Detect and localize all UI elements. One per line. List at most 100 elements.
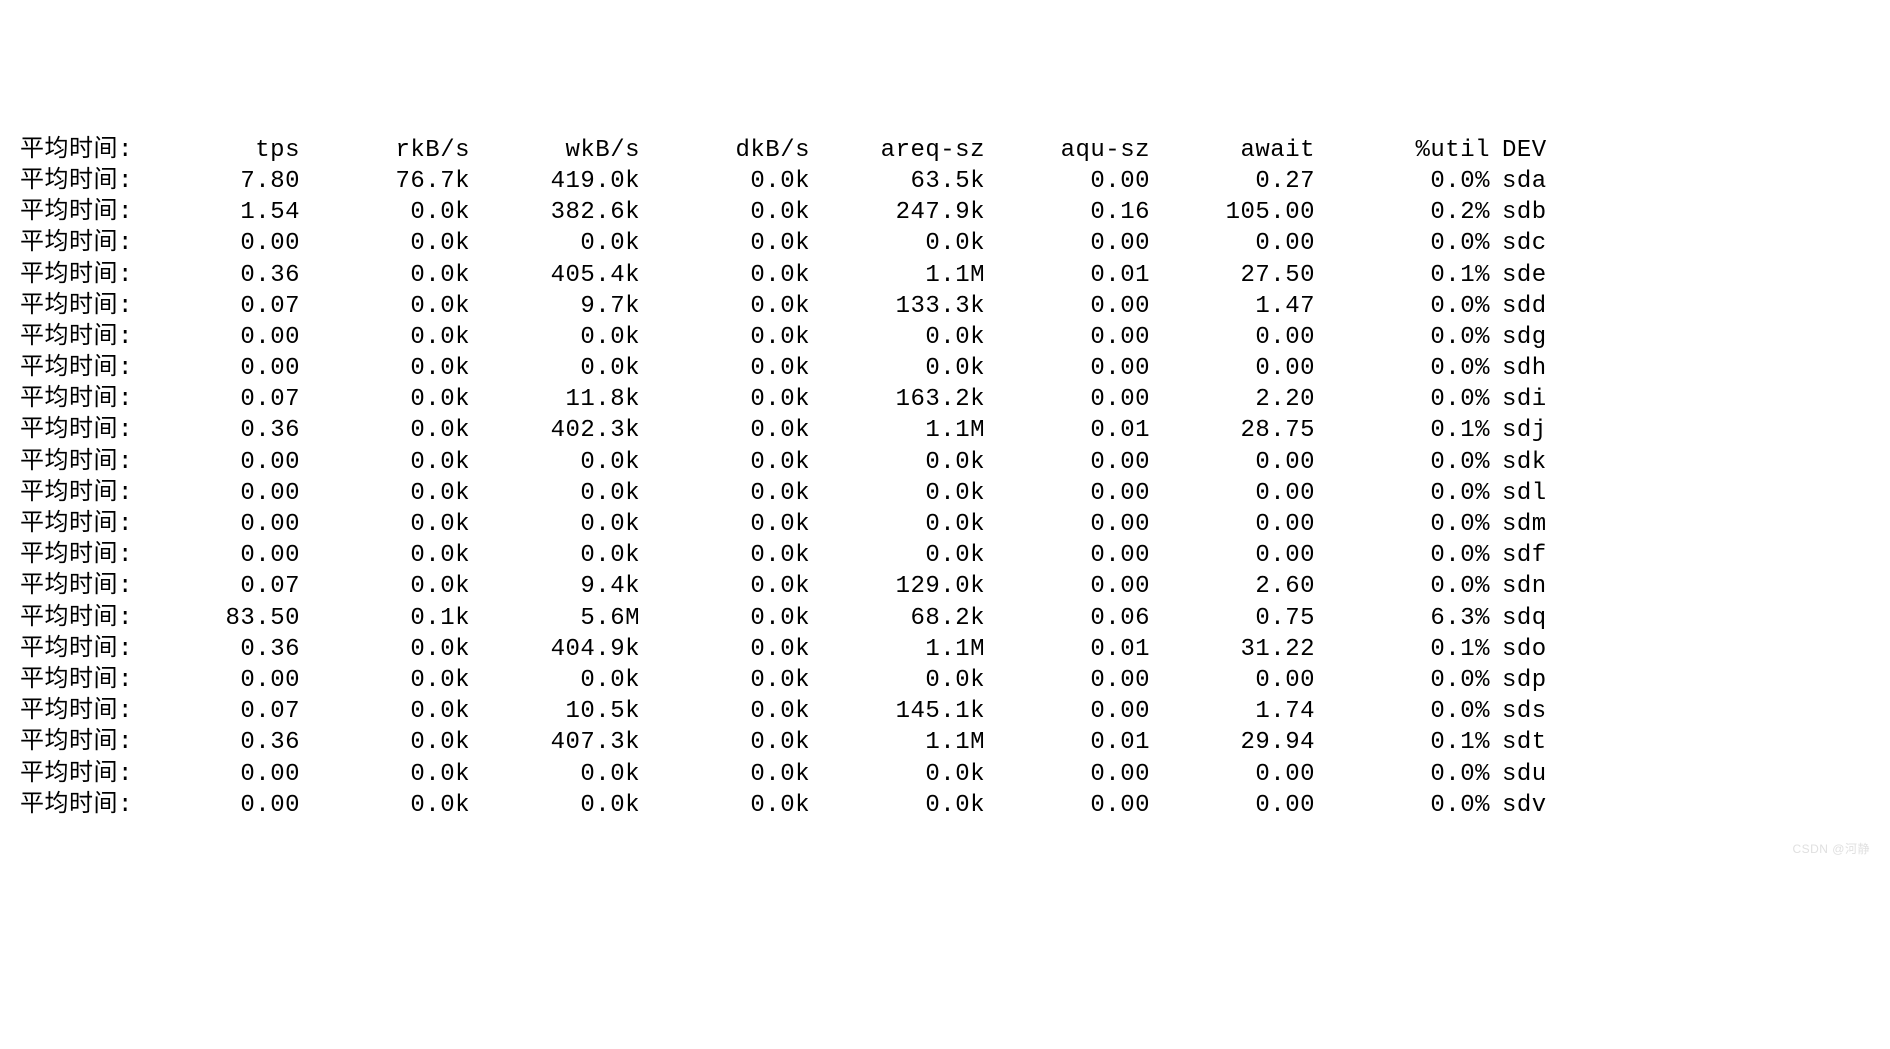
cell-tps: 0.36 [170,634,300,665]
cell-dev: sdt [1490,727,1577,758]
cell-util: 0.0% [1315,322,1490,353]
cell-tps: 0.00 [170,478,300,509]
cell-wkbs: 0.0k [470,322,640,353]
cell-dkbs: 0.0k [640,415,810,446]
table-row: 平均时间:83.500.1k5.6M0.0k68.2k0.060.756.3%s… [20,603,1870,634]
table-row: 平均时间:0.000.0k0.0k0.0k0.0k0.000.000.0%sdk [20,447,1870,478]
row-label: 平均时间: [20,260,170,291]
cell-tps: 0.36 [170,415,300,446]
cell-areqsz: 68.2k [810,603,985,634]
table-row: 平均时间:7.8076.7k419.0k0.0k63.5k0.000.270.0… [20,166,1870,197]
cell-await: 0.00 [1150,353,1315,384]
table-row: 平均时间:0.000.0k0.0k0.0k0.0k0.000.000.0%sdp [20,665,1870,696]
cell-rkbs: 0.0k [300,571,470,602]
cell-wkbs: 0.0k [470,509,640,540]
cell-areqsz: 0.0k [810,478,985,509]
cell-dkbs: 0.0k [640,291,810,322]
cell-dev: sdk [1490,447,1577,478]
cell-areqsz: 1.1M [810,260,985,291]
cell-await: await [1150,135,1315,166]
cell-util: 0.0% [1315,166,1490,197]
cell-await: 0.00 [1150,665,1315,696]
cell-tps: tps [170,135,300,166]
cell-aqusz: 0.00 [985,571,1150,602]
cell-await: 0.00 [1150,322,1315,353]
cell-rkbs: 0.0k [300,384,470,415]
cell-tps: 0.36 [170,260,300,291]
cell-util: 0.0% [1315,447,1490,478]
cell-tps: 0.07 [170,571,300,602]
cell-dkbs: 0.0k [640,727,810,758]
cell-await: 0.00 [1150,759,1315,790]
cell-wkbs: 5.6M [470,603,640,634]
cell-rkbs: 0.0k [300,197,470,228]
cell-areqsz: 1.1M [810,727,985,758]
cell-wkbs: 382.6k [470,197,640,228]
cell-util: 0.0% [1315,353,1490,384]
table-header-row: 平均时间:tpsrkB/swkB/sdkB/sareq-szaqu-szawai… [20,135,1870,166]
cell-dkbs: 0.0k [640,447,810,478]
cell-dev: sde [1490,260,1577,291]
cell-aqusz: aqu-sz [985,135,1150,166]
cell-wkbs: 0.0k [470,228,640,259]
cell-aqusz: 0.00 [985,790,1150,821]
cell-await: 0.27 [1150,166,1315,197]
cell-await: 0.00 [1150,790,1315,821]
cell-util: 0.0% [1315,478,1490,509]
cell-rkbs: rkB/s [300,135,470,166]
cell-dkbs: 0.0k [640,665,810,696]
row-label: 平均时间: [20,759,170,790]
cell-dkbs: 0.0k [640,384,810,415]
cell-dev: sdn [1490,571,1577,602]
cell-rkbs: 76.7k [300,166,470,197]
cell-dev: sdq [1490,603,1577,634]
table-row: 平均时间:0.070.0k9.7k0.0k133.3k0.001.470.0%s… [20,291,1870,322]
cell-aqusz: 0.00 [985,478,1150,509]
cell-dkbs: 0.0k [640,790,810,821]
cell-dev: sdj [1490,415,1577,446]
cell-util: 0.0% [1315,790,1490,821]
cell-await: 0.00 [1150,228,1315,259]
cell-rkbs: 0.0k [300,759,470,790]
row-label: 平均时间: [20,228,170,259]
cell-dev: sdu [1490,759,1577,790]
cell-aqusz: 0.01 [985,260,1150,291]
cell-await: 29.94 [1150,727,1315,758]
cell-util: 0.0% [1315,384,1490,415]
cell-rkbs: 0.0k [300,353,470,384]
cell-areqsz: 0.0k [810,540,985,571]
cell-await: 2.20 [1150,384,1315,415]
cell-areqsz: areq-sz [810,135,985,166]
cell-util: 0.0% [1315,509,1490,540]
cell-wkbs: 0.0k [470,665,640,696]
cell-wkbs: 0.0k [470,447,640,478]
row-label: 平均时间: [20,727,170,758]
cell-wkbs: 0.0k [470,759,640,790]
cell-tps: 0.00 [170,353,300,384]
cell-dev: sdc [1490,228,1577,259]
cell-areqsz: 133.3k [810,291,985,322]
cell-tps: 0.00 [170,228,300,259]
table-row: 平均时间:0.360.0k405.4k0.0k1.1M0.0127.500.1%… [20,260,1870,291]
cell-aqusz: 0.00 [985,509,1150,540]
table-row: 平均时间:0.000.0k0.0k0.0k0.0k0.000.000.0%sdu [20,759,1870,790]
cell-await: 0.75 [1150,603,1315,634]
cell-await: 0.00 [1150,540,1315,571]
cell-wkbs: wkB/s [470,135,640,166]
row-label: 平均时间: [20,603,170,634]
row-label: 平均时间: [20,197,170,228]
cell-dkbs: 0.0k [640,696,810,727]
cell-aqusz: 0.00 [985,384,1150,415]
cell-await: 31.22 [1150,634,1315,665]
row-label: 平均时间: [20,571,170,602]
cell-wkbs: 0.0k [470,540,640,571]
cell-aqusz: 0.06 [985,603,1150,634]
row-label: 平均时间: [20,353,170,384]
cell-rkbs: 0.0k [300,790,470,821]
cell-aqusz: 0.00 [985,166,1150,197]
table-row: 平均时间:0.070.0k10.5k0.0k145.1k0.001.740.0%… [20,696,1870,727]
cell-dev: sda [1490,166,1577,197]
cell-dev: sdg [1490,322,1577,353]
cell-dkbs: 0.0k [640,759,810,790]
cell-wkbs: 402.3k [470,415,640,446]
